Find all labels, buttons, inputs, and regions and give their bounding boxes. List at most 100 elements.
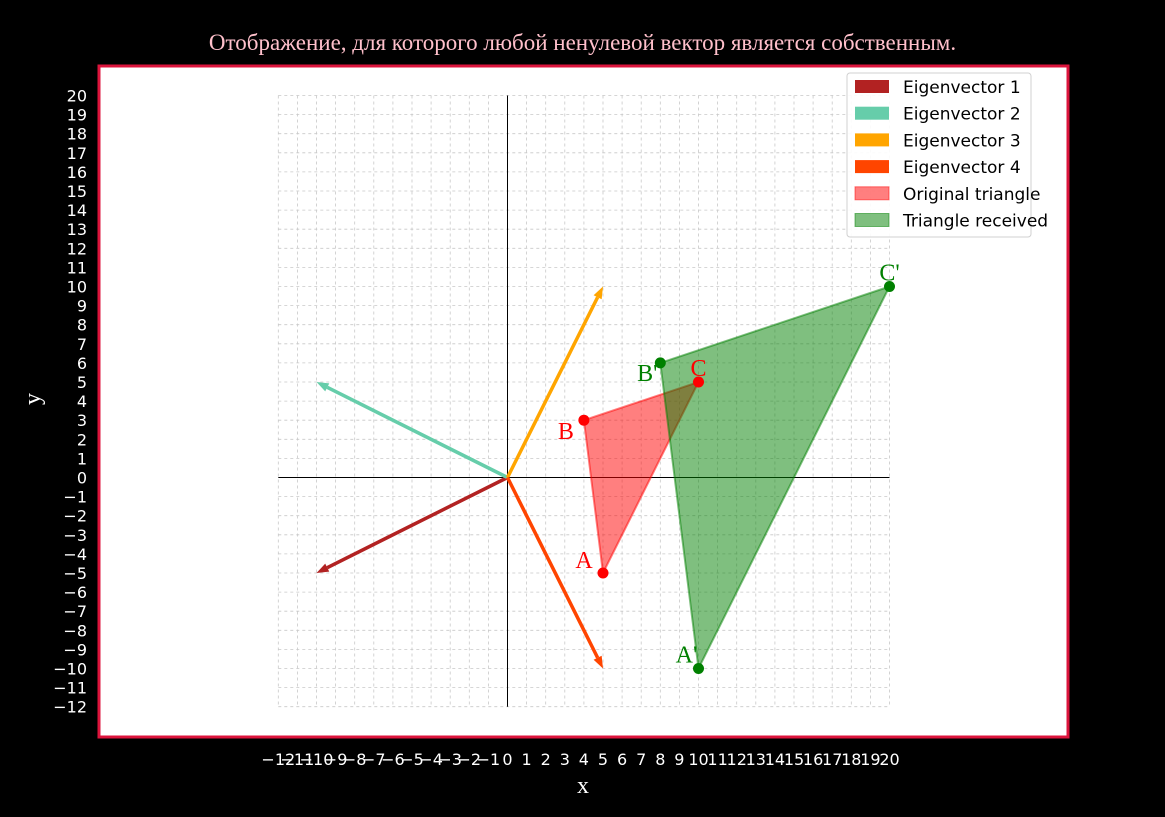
eigenvector-4 [505,476,600,659]
x-tick-label: 8 [655,750,665,769]
legend-swatch [855,80,889,93]
y-tick-label: 13 [67,220,87,239]
legend-swatch [854,186,890,201]
eigenvector-2-head [316,382,330,392]
y-tick-label: 11 [67,258,87,277]
eigenvector-1 [326,475,509,570]
y-tick-label: −4 [63,545,87,564]
x-tick-label: 0 [502,750,512,769]
vertex-label: C [690,356,706,382]
y-tick-label: −9 [63,640,87,659]
vertex-C [693,376,704,388]
y-tick-label: 10 [67,278,87,297]
y-tick-label: −3 [63,526,87,545]
eigenvector-2 [326,385,509,480]
y-tick-label: 17 [67,144,87,163]
y-tick-label: −7 [63,602,87,621]
vertex-B [578,414,590,426]
legend: Eigenvector 1 Eigenvector 2 Eigenvector 3 E… [846,72,1048,238]
x-tick-label: 14 [765,750,785,769]
eigenvector-3 [505,296,600,479]
legend-swatch [854,213,890,227]
eigenvector-1-head [316,563,330,573]
x-tick-label: −12 [261,750,295,769]
vertex-B-prime [654,357,666,369]
y-tick-label: 6 [77,354,87,373]
y-tick-label: −12 [53,698,87,717]
y-tick-label: 1 [77,449,87,468]
x-tick-label: 12 [727,750,747,769]
y-tick-label: −11 [53,679,87,698]
vertex-label: C' [879,261,899,287]
vertex-label: A' [676,643,698,669]
y-tick-labels: −12−11−10−9−8−7−6−5−4−3−2−10123456789101… [53,87,87,717]
legend-swatch [855,106,889,120]
vertex-label: A [575,548,593,574]
y-tick-label: −5 [63,564,87,583]
received-triangle [659,284,892,672]
y-tick-label: −8 [63,621,87,640]
x-tick-label: 10 [688,750,708,769]
y-tick-label: 18 [67,125,87,144]
x-tick-label: 13 [746,750,766,769]
x-tick-label: 9 [674,750,684,769]
x-tick-label: 4 [579,750,589,769]
triangles [582,284,892,672]
x-tick-label: −2 [458,750,482,769]
x-tick-label: −8 [343,750,367,769]
x-tick-label: −6 [381,750,405,769]
x-tick-label: −5 [400,750,424,769]
vertex-label: B' [637,361,657,387]
x-tick-label: 5 [598,750,608,769]
x-tick-label: 3 [560,750,570,769]
y-tick-label: 7 [77,335,87,354]
y-tick-label: 9 [77,297,87,316]
x-tick-label: 1 [522,750,532,769]
x-tick-label: 18 [841,750,861,769]
x-tick-label: −3 [438,750,462,769]
legend-swatch [855,133,889,147]
vertex-A [597,567,609,579]
y-tick-label: −2 [63,507,87,526]
legend-label: Eigenvector 4 [903,158,1021,178]
x-tick-label: 19 [860,750,880,769]
eigenvector-4-head [593,655,603,669]
x-tick-label: −7 [362,750,386,769]
y-tick-label: 16 [67,163,87,182]
legend-label: Original triangle [903,185,1040,205]
x-tick-label: 16 [803,750,823,769]
x-tick-label: −1 [477,750,501,769]
x-tick-label: 6 [617,750,627,769]
y-tick-label: 0 [77,469,87,488]
legend-label: Eigenvector 3 [903,131,1021,151]
y-tick-label: −6 [63,583,87,602]
chart-title: Отображение, для которого любой ненулево… [208,30,957,55]
vertex-label: B [558,419,574,445]
y-tick-label: 8 [77,316,87,335]
vertex-C-prime [884,281,895,292]
y-tick-label: −1 [63,488,87,507]
y-tick-label: −10 [53,660,87,679]
x-tick-label: 17 [822,750,842,769]
x-tick-label: −11 [281,750,315,769]
x-tick-label: −4 [419,750,443,769]
legend-label: Eigenvector 1 [903,78,1021,98]
y-tick-label: 4 [77,392,87,411]
y-tick-label: 12 [67,239,87,258]
x-tick-labels: −12−11−10−9−8−7−6−5−4−3−2−1 0 1 2 3 4 5 6 7 8 9 101… [261,750,899,769]
legend-label: Eigenvector 2 [903,105,1021,125]
vectors [316,286,603,669]
x-tick-label: 20 [879,750,899,769]
x-tick-label: 15 [784,750,804,769]
x-tick-label: −9 [324,750,348,769]
legend-label: Triangle received [902,212,1048,232]
vertex-A-prime [693,663,704,674]
y-tick-label: 20 [67,87,87,106]
y-tick-label: 19 [67,106,87,125]
legend-box [846,72,1032,238]
y-axis-label: y [20,393,46,405]
x-tick-label: 2 [541,750,551,769]
eigenvector-3-head [593,286,603,300]
points: A B C A' B' C' [558,261,900,674]
